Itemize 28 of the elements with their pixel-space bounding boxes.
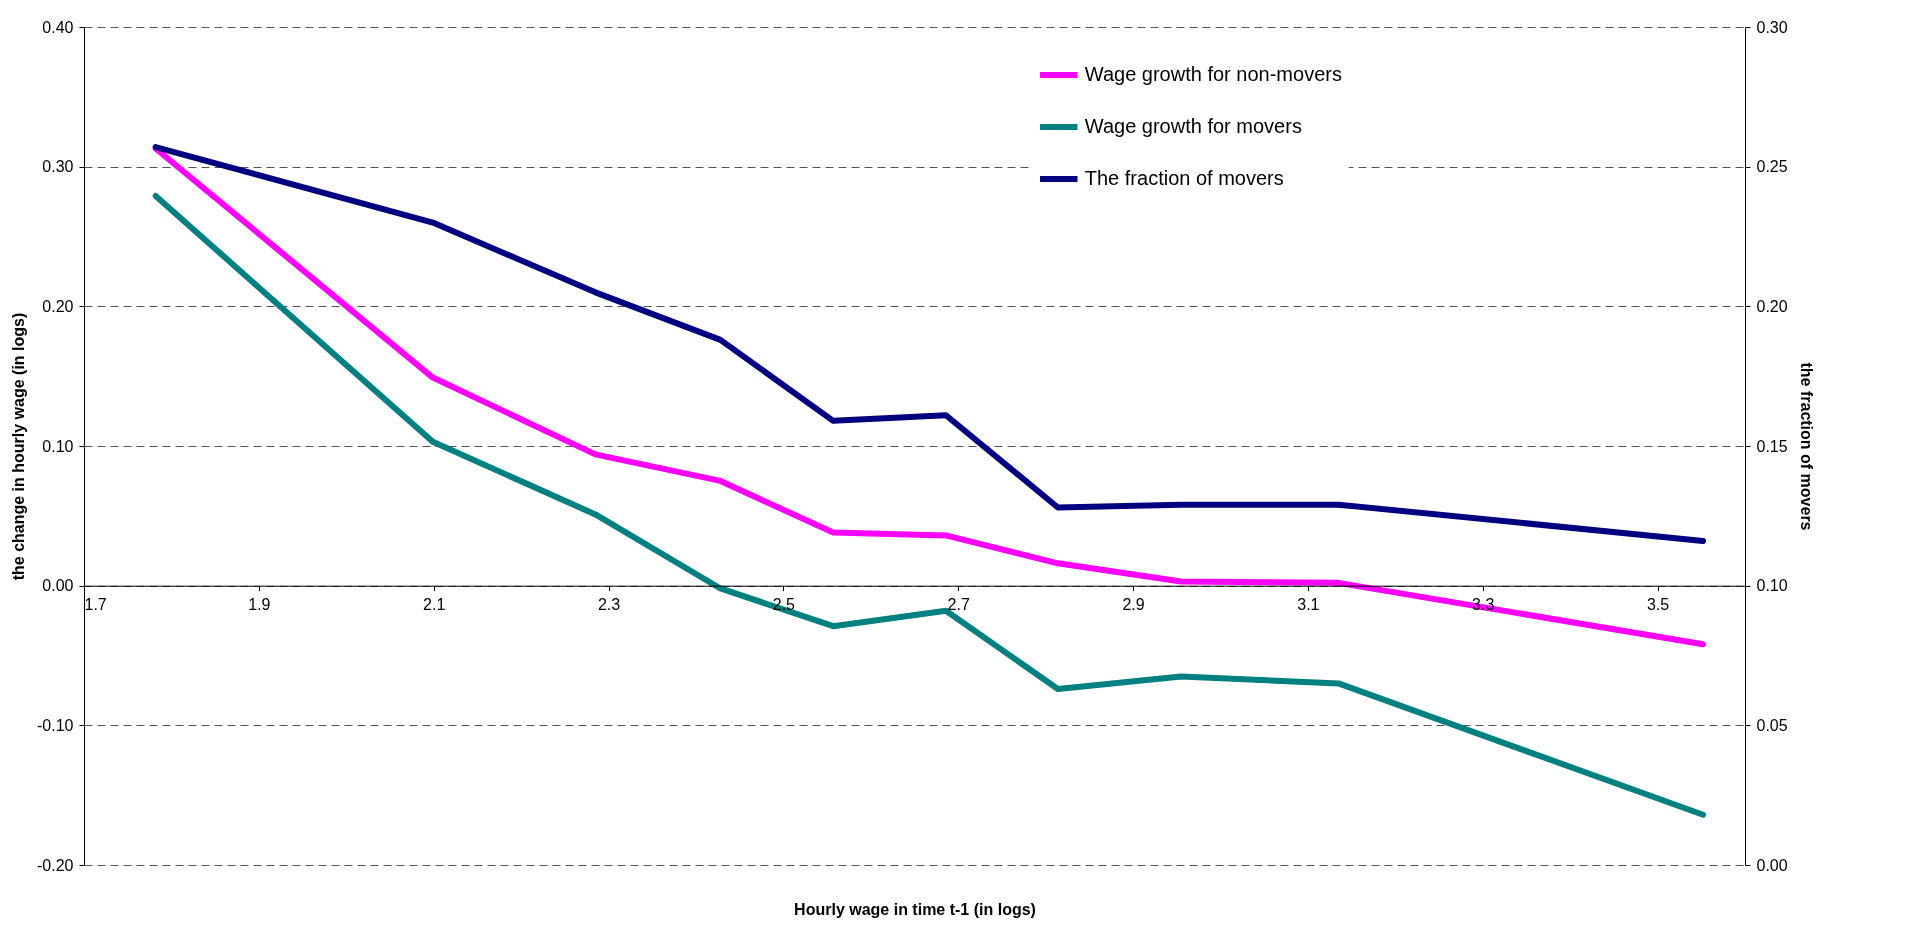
legend-label: Wage growth for non-movers bbox=[1084, 63, 1342, 85]
y-tick-label: 0.00 bbox=[42, 577, 74, 595]
y2-tick-label: 0.20 bbox=[1756, 297, 1788, 315]
x-tick-label: 2.9 bbox=[1122, 596, 1145, 614]
y-tick-label: -0.20 bbox=[37, 856, 74, 874]
legend-label: Wage growth for movers bbox=[1084, 115, 1302, 137]
y2-tick-label: 0.25 bbox=[1756, 158, 1788, 176]
legend-label: The fraction of movers bbox=[1084, 167, 1284, 189]
y-tick-label: 0.10 bbox=[42, 437, 74, 455]
y2-tick-label: 0.00 bbox=[1756, 856, 1788, 874]
y2-axis-title: the fraction of movers bbox=[1797, 362, 1815, 531]
y-tick-label: 0.20 bbox=[42, 297, 74, 315]
y2-tick-label: 0.10 bbox=[1756, 577, 1788, 595]
x-tick-label: 2.7 bbox=[947, 596, 970, 614]
x-tick-label: 3.1 bbox=[1297, 596, 1320, 614]
x-tick-label: 1.7 bbox=[84, 596, 107, 614]
y-axis-title: the change in hourly wage (in logs) bbox=[10, 312, 28, 581]
y2-tick-label: 0.15 bbox=[1756, 437, 1788, 455]
y-tick-label: -0.10 bbox=[37, 716, 74, 734]
y-tick-label: 0.30 bbox=[42, 158, 74, 176]
y2-tick-label: 0.30 bbox=[1756, 18, 1788, 36]
x-axis-title: Hourly wage in time t-1 (in logs) bbox=[794, 900, 1036, 918]
y2-tick-label: 0.05 bbox=[1756, 716, 1788, 734]
x-tick-label: 2.3 bbox=[597, 596, 621, 614]
x-tick-label: 2.1 bbox=[423, 596, 446, 614]
x-tick-label: 3.5 bbox=[1646, 596, 1670, 614]
x-tick-label: 1.9 bbox=[248, 596, 271, 614]
y-tick-label: 0.40 bbox=[42, 18, 74, 36]
